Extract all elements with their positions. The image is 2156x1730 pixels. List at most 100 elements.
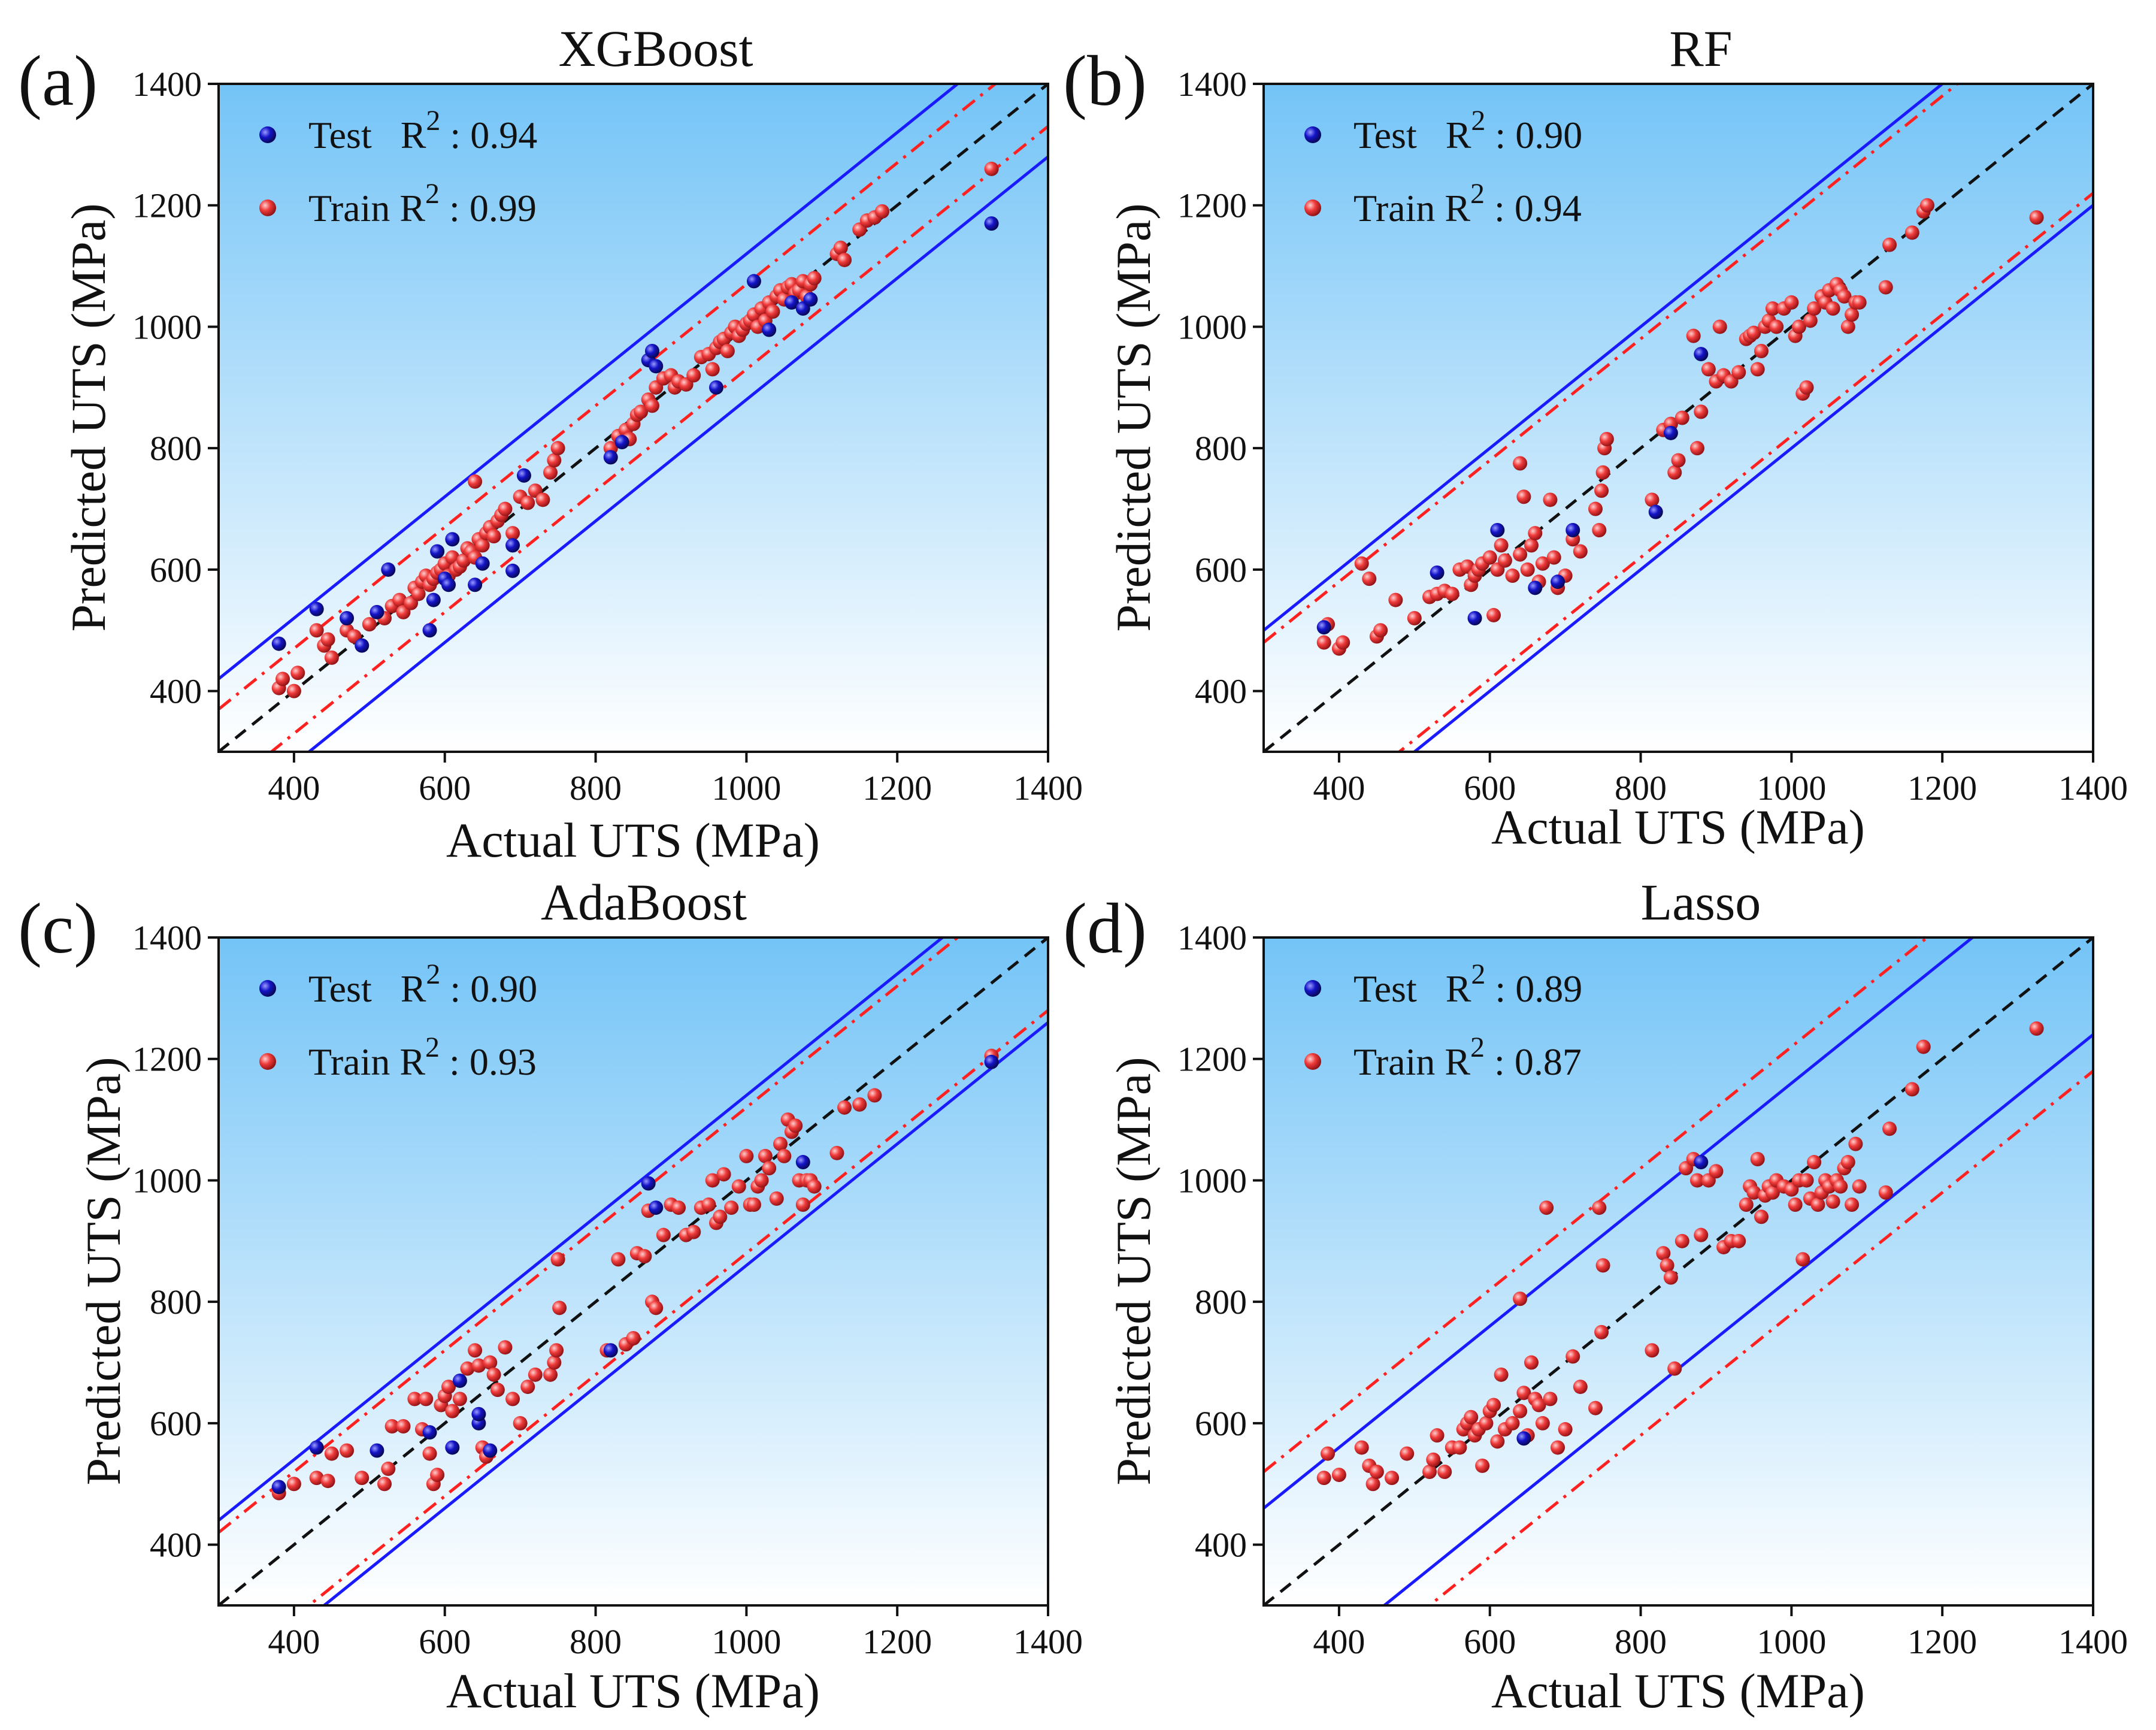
panel-b-train-point	[1524, 538, 1539, 553]
panel-c-y-tick-label: 1200	[132, 1040, 202, 1079]
panel-a-train-point	[520, 495, 535, 510]
panel-b-train-point	[1516, 489, 1531, 504]
panel-d-x-tick-label: 600	[1464, 1622, 1516, 1661]
panel-c-y-tick-label: 1400	[132, 918, 202, 957]
panel-b-y-tick-label: 600	[1195, 551, 1247, 589]
panel-d-train-point	[1505, 1416, 1520, 1430]
panel-a-train-point	[275, 672, 290, 686]
panel-c-train-point	[377, 1477, 392, 1492]
panel-b-y-tick-label: 800	[1195, 429, 1247, 468]
panel-c-x-tick-label: 600	[419, 1622, 471, 1661]
panel-a-test-point	[381, 562, 396, 577]
panel-c-train-point	[724, 1200, 739, 1215]
panel-a-x-tick-label: 600	[419, 769, 471, 807]
panel-a: (a) XGBoost 400 600 800 1000 1200 1400 400 600 8…	[18, 20, 1083, 867]
panel-b-train-point	[1689, 441, 1704, 456]
panel-d-train-point	[1551, 1440, 1565, 1455]
panel-c-x-tick-label: 800	[570, 1622, 622, 1661]
panel-b-test-point	[1430, 565, 1445, 580]
panel-d-train-point	[2029, 1021, 2044, 1036]
panel-a-train-point	[286, 683, 301, 698]
panel-a-y-tick-label: 400	[150, 672, 202, 711]
panel-c-test-point	[641, 1176, 656, 1191]
panel-c-train-point	[543, 1367, 558, 1382]
panel-b-x-tick-label: 1200	[1907, 769, 1977, 807]
panel-b-train-point	[1336, 635, 1350, 650]
panel-d-train-point	[1486, 1398, 1501, 1413]
panel-d-identity-line	[1264, 937, 2093, 1605]
panel-a-train-point	[984, 161, 999, 176]
panel-b-train-point	[1837, 289, 1852, 304]
panel-d-upper-solid-bound-line	[1264, 937, 1975, 1510]
panel-c-train-point	[547, 1355, 562, 1370]
panel-b-train-point	[1712, 319, 1727, 334]
panel-c-x-tick-label: 1400	[1013, 1622, 1083, 1661]
panel-b-legend-marker	[1304, 126, 1321, 143]
panel-c-train-point	[637, 1249, 652, 1264]
panel-a-test-point	[475, 556, 490, 571]
panel-a-train-point	[547, 453, 562, 468]
panel-b-train-point	[1494, 538, 1509, 553]
panel-d-train-point	[1400, 1446, 1415, 1461]
panel-a-train-point	[362, 617, 377, 632]
panel-c-train-point	[471, 1358, 486, 1373]
panel-b-x-tick-label: 600	[1464, 769, 1516, 807]
panel-d-upper-dashdot-bound-line	[1264, 937, 1930, 1473]
panel-c-train-point	[769, 1191, 784, 1206]
panel-d-train-point	[1354, 1440, 1369, 1455]
panel-d-train-point	[1750, 1151, 1765, 1166]
panel-d-y-tick-label: 400	[1195, 1526, 1247, 1565]
panel-c-train-point	[829, 1145, 844, 1160]
panel-c-y-tick-label: 400	[150, 1526, 202, 1565]
panel-d-legend-label: Train R2 : 0.87	[1353, 1032, 1582, 1083]
panel-b-legend-label: Train R2 : 0.94	[1353, 178, 1582, 229]
panel-c-test-point	[452, 1373, 467, 1388]
panel-b-train-point	[1807, 301, 1822, 316]
panel-b-train-point	[1765, 301, 1780, 316]
panel-a-lower-solid-bound-line	[307, 155, 1048, 752]
panel-c-legend-marker	[259, 1053, 276, 1070]
panel-c-train-point	[758, 1148, 773, 1163]
panel-c-legend-label: Test R2 : 0.90	[308, 958, 537, 1010]
panel-d-train-point	[1535, 1416, 1550, 1430]
panel-d-train-point	[1594, 1324, 1609, 1339]
panel-c-train-point	[422, 1446, 437, 1461]
panel-d-train-point	[1365, 1477, 1380, 1492]
panel-d-y-tick-label: 1400	[1177, 918, 1247, 957]
panel-d-train-point	[1437, 1465, 1452, 1479]
panel-b-y-tick-label: 1400	[1177, 65, 1247, 104]
panel-d-legend-label: Test R2 : 0.89	[1353, 958, 1582, 1010]
panel-d-legend-marker	[1304, 1053, 1321, 1070]
panel-d-legend-marker	[1304, 980, 1321, 997]
panel-a-upper-dashdot-bound-line	[219, 84, 998, 710]
panel-c-train-point	[468, 1343, 483, 1358]
panel-c-y-tick-label: 800	[150, 1283, 202, 1321]
panel-c-train-point	[498, 1340, 513, 1355]
panel-c-train-point	[452, 1392, 467, 1407]
panel-b-train-point	[1667, 465, 1682, 480]
panel-d-train-point	[1656, 1246, 1671, 1261]
panel-c-train-point	[286, 1477, 301, 1492]
panel-a-train-point	[475, 538, 490, 553]
panel-a-test-point	[649, 359, 664, 374]
panel-a-y-tick-label: 1400	[132, 65, 202, 104]
panel-c-train-point	[513, 1416, 528, 1430]
panel-d-test-point	[1516, 1431, 1531, 1446]
panel-d-train-point	[1739, 1197, 1754, 1212]
panel-d-train-point	[1331, 1468, 1346, 1483]
panel-d-train-point	[1531, 1398, 1546, 1413]
panel-a-train-point	[505, 526, 520, 541]
panel-b-test-point	[1467, 611, 1482, 625]
panel-d-train-point	[1878, 1185, 1893, 1200]
panel-b-test-point	[1316, 620, 1331, 635]
panel-b-train-point	[1731, 365, 1746, 380]
panel-d-train-point	[1660, 1258, 1674, 1273]
panel-c-test-point	[795, 1155, 810, 1170]
panel-d-train-point	[1452, 1440, 1467, 1455]
panel-a-train-point	[833, 240, 848, 255]
panel-b-train-point	[1595, 465, 1610, 480]
panel-a-train-point	[550, 441, 565, 456]
panel-b-x-tick-label: 800	[1615, 769, 1667, 807]
panel-c-train-point	[549, 1343, 564, 1358]
panel-a-test-point	[505, 538, 520, 553]
